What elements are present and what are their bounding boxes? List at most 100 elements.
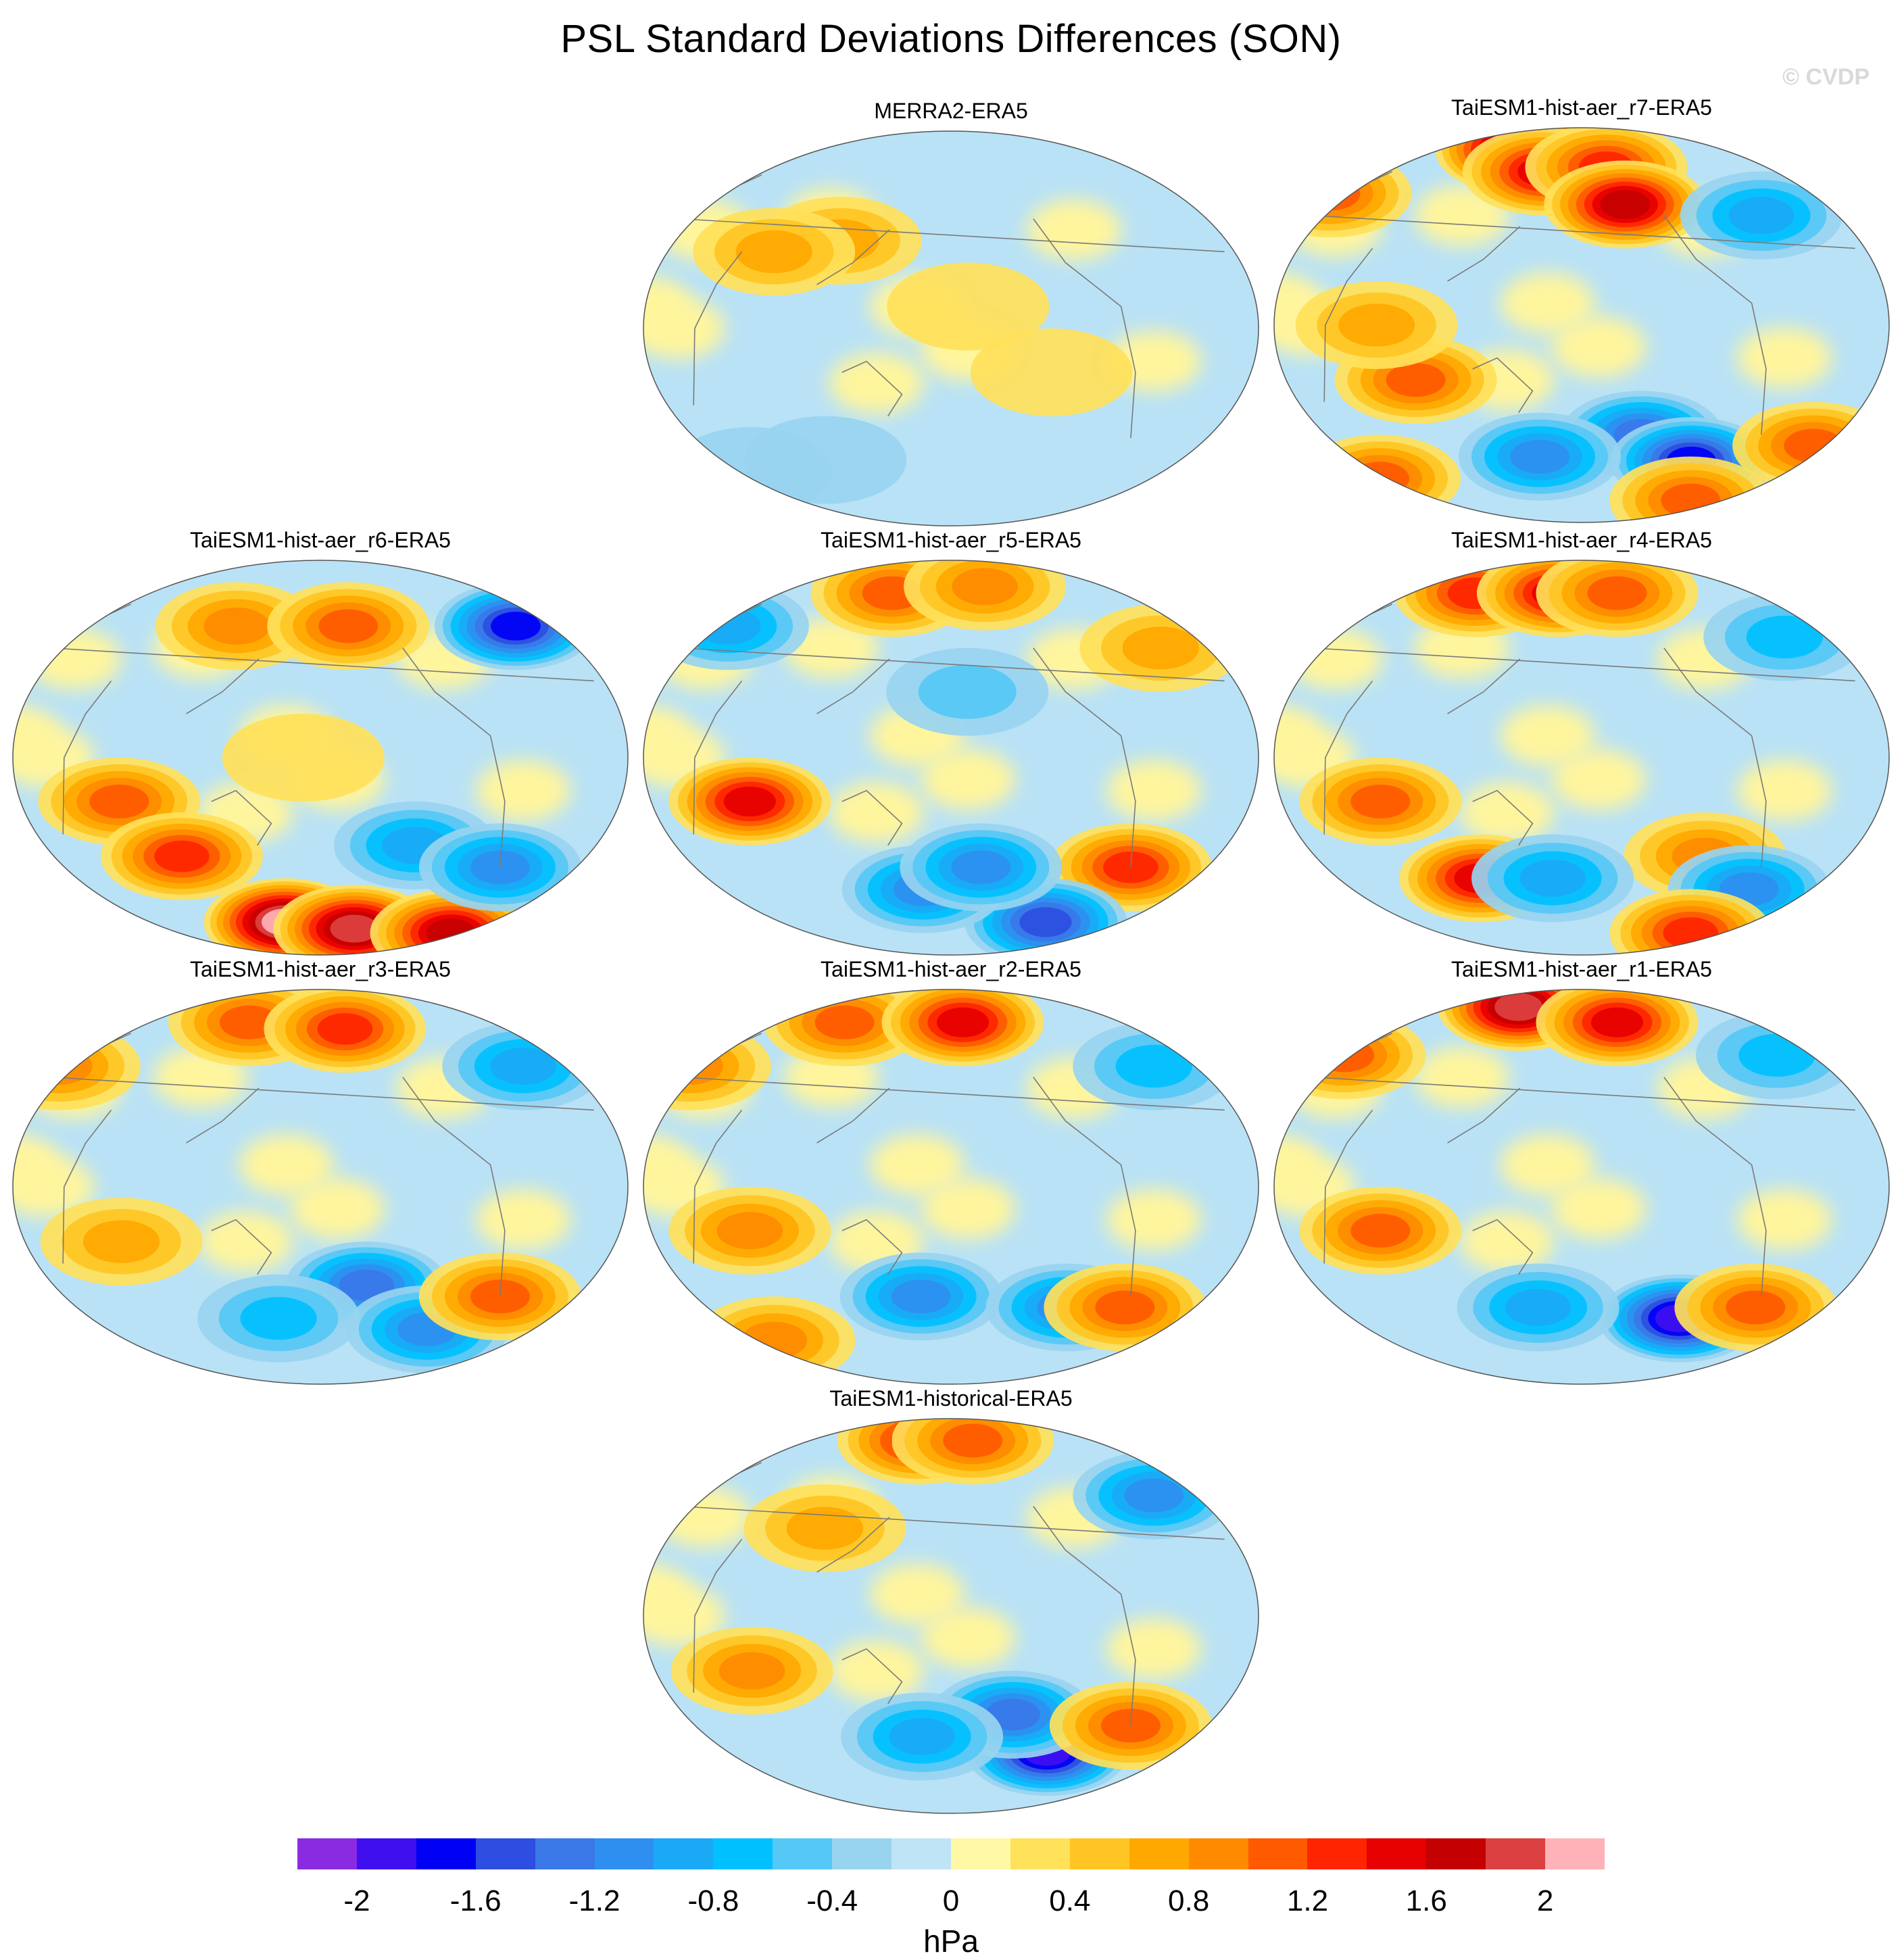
anomaly-contour [643,1039,739,1094]
neutral-patch [1551,749,1647,810]
anomaly-contour [723,786,776,817]
neutral-patch [1551,316,1647,378]
anomaly-contour [1019,907,1072,937]
map-outline [643,1418,1259,1814]
colorbar-tick-label: -1.2 [568,1884,620,1917]
anomaly-contour [339,1269,395,1302]
anomaly-contour [741,1321,808,1359]
coastline [816,229,890,285]
anomaly-contour [222,714,385,802]
neutral-patch [1027,199,1122,260]
colorbar-box [356,1838,417,1869]
panel-title: TaiESM1-hist-aer_r1-ERA5 [1451,957,1712,981]
neutral-patch [829,782,924,843]
map-panel-historical: TaiESM1-historical-ERA5 [640,1386,1262,1818]
map-outline [643,560,1259,956]
neutral-patch [198,1211,293,1273]
colorbar-box [1367,1838,1427,1869]
colorbar-tick-label: 2 [1536,1884,1554,1917]
neutral-patch [290,1178,385,1240]
neutral-patch [1737,327,1832,389]
anomaly-contour [1315,1038,1375,1073]
map-outline [1273,989,1890,1385]
neutral-patch [1459,782,1555,843]
anomaly-contour [936,1007,990,1037]
anomaly-contour [735,230,812,274]
neutral-patch [1500,705,1595,766]
coastline [1033,1506,1122,1595]
neutral-patch [921,749,1016,810]
neutral-patch [643,298,725,359]
panel-title: TaiESM1-hist-aer_r3-ERA5 [190,957,451,981]
map-r6 [12,560,629,956]
anomaly-contour [1661,483,1721,518]
colorbar-box [832,1838,892,1869]
coastline [693,251,743,406]
neutral-patch [869,1134,965,1196]
coastline [1323,1109,1373,1264]
coastline [842,360,903,417]
anomaly-contour [1115,1044,1192,1088]
coastline [1751,735,1767,868]
coastline [1120,306,1136,439]
coastline [1663,1077,1753,1166]
colorbar-box [1307,1838,1367,1869]
anomaly-contour [1510,439,1570,474]
coastline [186,658,260,714]
anomaly-contour [918,664,1017,719]
map-r1 [1273,989,1890,1385]
anomaly-contour [1738,1033,1815,1077]
map-panel-r2: TaiESM1-hist-aer_r2-ERA5 [640,956,1262,1389]
coastline [693,1109,743,1264]
coastline [186,1087,260,1144]
neutral-patch [1737,760,1832,821]
anomaly-contour [1338,303,1415,347]
anomaly-contour [317,1013,373,1045]
coastline [693,1538,743,1693]
coastline [1663,647,1753,737]
anomaly-contour [1300,176,1361,211]
coastline [402,647,491,737]
map-r5 [643,560,1259,956]
colorbar-tick-label: 1.2 [1286,1884,1329,1917]
coastline [1447,226,1521,282]
colorbar-tick-label: -1.6 [449,1884,502,1917]
map-outline [12,989,629,1385]
anomaly-contour [89,784,149,818]
map-r4 [1273,560,1890,956]
colorbar-tick-label: -0.8 [687,1884,739,1917]
coastline [1033,647,1122,737]
colorbar-box [475,1838,536,1869]
colorbar-tick-label: 0 [942,1884,960,1917]
map-panel-r3: TaiESM1-hist-aer_r3-ERA5 [9,956,631,1389]
anomaly-contour [786,1506,864,1550]
anomaly-contour [1386,363,1446,397]
neutral-patch [476,1189,571,1250]
coastline [211,789,272,846]
anomaly-contour [1590,1007,1644,1037]
colorbar-box [594,1838,654,1869]
panel-title: TaiESM1-hist-aer_r7-ERA5 [1451,95,1712,120]
anomaly-contour [491,612,541,641]
anomaly-contour [970,328,1133,416]
coastline [489,1165,506,1297]
neutral-patch [476,760,571,821]
neutral-patch [1106,1618,1202,1680]
figure-title: PSL Standard Deviations Differences (SON… [560,17,1342,61]
anomaly-contour [1124,1478,1184,1513]
map-historical [643,1418,1259,1814]
anomaly-contour [887,262,1050,351]
neutral-patch [643,1586,725,1646]
anomaly-contour [1784,428,1844,463]
coastline [1033,218,1122,308]
anomaly-contour [716,1212,783,1250]
colorbar-box [713,1838,773,1869]
map-merra2 [643,130,1259,526]
colorbar [297,1838,1605,1869]
anomaly-contour [82,1220,160,1263]
colorbar-box [1486,1838,1546,1869]
map-r2 [643,989,1259,1385]
anomaly-contour [1519,859,1586,897]
anomaly-contour [1122,627,1199,670]
neutral-patch [1414,1046,1509,1108]
